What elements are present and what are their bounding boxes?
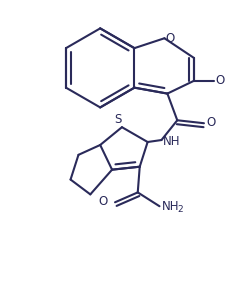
Text: O: O xyxy=(99,195,108,208)
Text: O: O xyxy=(206,116,215,129)
Text: NH: NH xyxy=(161,200,179,213)
Text: NH: NH xyxy=(162,135,180,148)
Text: S: S xyxy=(114,113,122,126)
Text: O: O xyxy=(216,74,225,87)
Text: O: O xyxy=(165,32,175,45)
Text: 2: 2 xyxy=(177,205,183,214)
